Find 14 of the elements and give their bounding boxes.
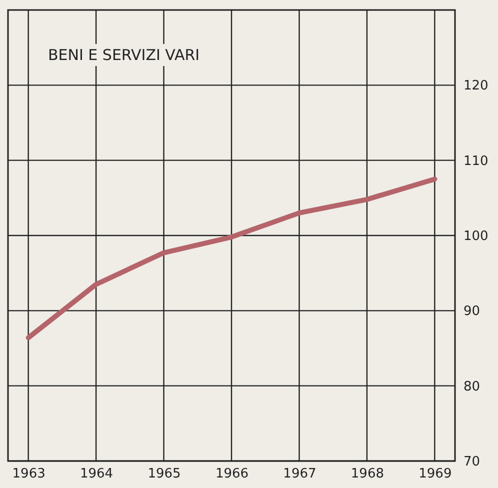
y-tick-label: 120 xyxy=(464,78,488,94)
x-tick-label: 1968 xyxy=(350,466,384,482)
y-tick-label: 110 xyxy=(464,154,488,169)
x-tick-label: 1969 xyxy=(418,466,452,482)
x-tick-label: 1967 xyxy=(283,466,316,482)
y-tick-label: 90 xyxy=(464,304,480,320)
y-tick-label: 100 xyxy=(464,229,488,244)
x-tick-label: 1964 xyxy=(80,466,114,482)
y-tick-label: 70 xyxy=(464,454,480,470)
text: BENI E SERVIZI VARI xyxy=(48,46,200,64)
x-tick-label: 1966 xyxy=(215,466,249,482)
x-tick-label: 1963 xyxy=(12,466,46,482)
x-tick-label: 1965 xyxy=(148,466,181,482)
y-tick-label: 80 xyxy=(464,379,480,394)
